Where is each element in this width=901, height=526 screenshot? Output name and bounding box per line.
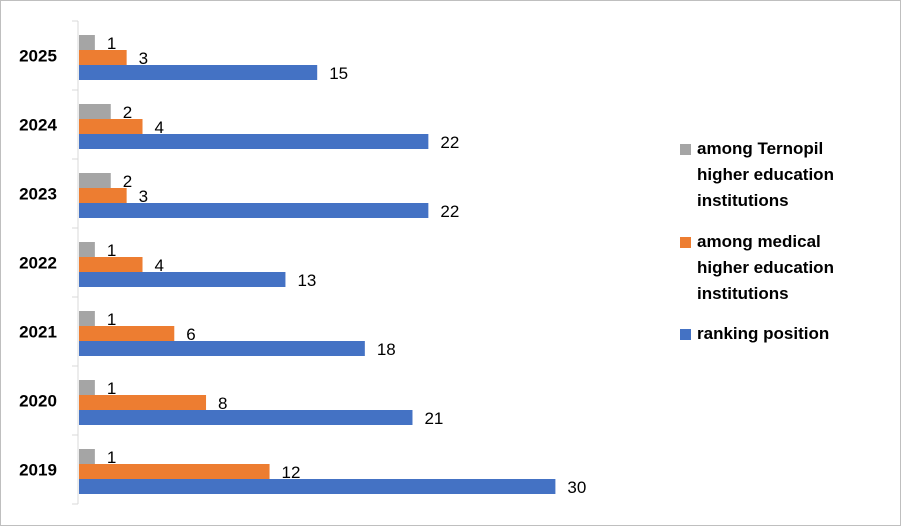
legend-label-line: institutions <box>697 284 789 303</box>
bar <box>79 134 429 149</box>
bar <box>79 272 286 287</box>
bar <box>79 410 413 425</box>
legend-label-line: among medical <box>697 232 821 251</box>
data-label: 30 <box>567 478 586 497</box>
bar <box>79 311 95 326</box>
data-label: 12 <box>282 463 301 482</box>
bar <box>79 464 270 479</box>
bar <box>79 50 127 65</box>
bar <box>79 35 95 50</box>
data-label: 1 <box>107 241 116 260</box>
data-label: 6 <box>186 325 195 344</box>
data-label: 22 <box>440 202 459 221</box>
axis-layer <box>72 20 79 505</box>
bar <box>79 119 143 134</box>
data-label: 13 <box>297 271 316 290</box>
bar <box>79 326 175 341</box>
category-label: 2025 <box>19 47 57 66</box>
labels-layer: 2025131520242422202323222022141320211618… <box>19 34 586 497</box>
legend-label: ranking position <box>697 324 829 343</box>
bar <box>79 449 95 464</box>
legend: among Ternopil higher education institutio… <box>680 139 834 343</box>
legend-label: among Ternopil higher education institutio… <box>697 139 834 210</box>
category-label: 2023 <box>19 185 57 204</box>
data-label: 4 <box>155 256 164 275</box>
data-label: 2 <box>123 103 132 122</box>
bars-layer <box>79 35 556 494</box>
legend-label-line: ranking position <box>697 324 829 343</box>
category-label: 2019 <box>19 461 57 480</box>
bar <box>79 380 95 395</box>
legend-marker <box>680 329 691 340</box>
bar <box>79 479 556 494</box>
data-label: 1 <box>107 34 116 53</box>
bar <box>79 173 111 188</box>
category-label: 2021 <box>19 323 57 342</box>
bar <box>79 341 365 356</box>
category-label: 2022 <box>19 254 57 273</box>
legend-label-line: among Ternopil <box>697 139 823 158</box>
bar <box>79 65 318 80</box>
data-label: 1 <box>107 310 116 329</box>
data-label: 21 <box>424 409 443 428</box>
bar <box>79 188 127 203</box>
bar <box>79 203 429 218</box>
bar <box>79 242 95 257</box>
data-label: 4 <box>155 118 164 137</box>
legend-marker <box>680 144 691 155</box>
data-label: 1 <box>107 379 116 398</box>
data-label: 2 <box>123 172 132 191</box>
bar <box>79 395 207 410</box>
legend-label-line: institutions <box>697 191 789 210</box>
data-label: 3 <box>139 49 148 68</box>
category-label: 2020 <box>19 392 57 411</box>
data-label: 15 <box>329 64 348 83</box>
bar <box>79 257 143 272</box>
data-label: 22 <box>440 133 459 152</box>
data-label: 1 <box>107 448 116 467</box>
data-label: 8 <box>218 394 227 413</box>
data-label: 18 <box>377 340 396 359</box>
category-label: 2024 <box>19 116 57 135</box>
data-label: 3 <box>139 187 148 206</box>
legend-label-line: higher education <box>697 165 834 184</box>
legend-label: among medical higher education institution… <box>697 232 834 303</box>
legend-marker <box>680 237 691 248</box>
bar <box>79 104 111 119</box>
legend-label-line: higher education <box>697 258 834 277</box>
